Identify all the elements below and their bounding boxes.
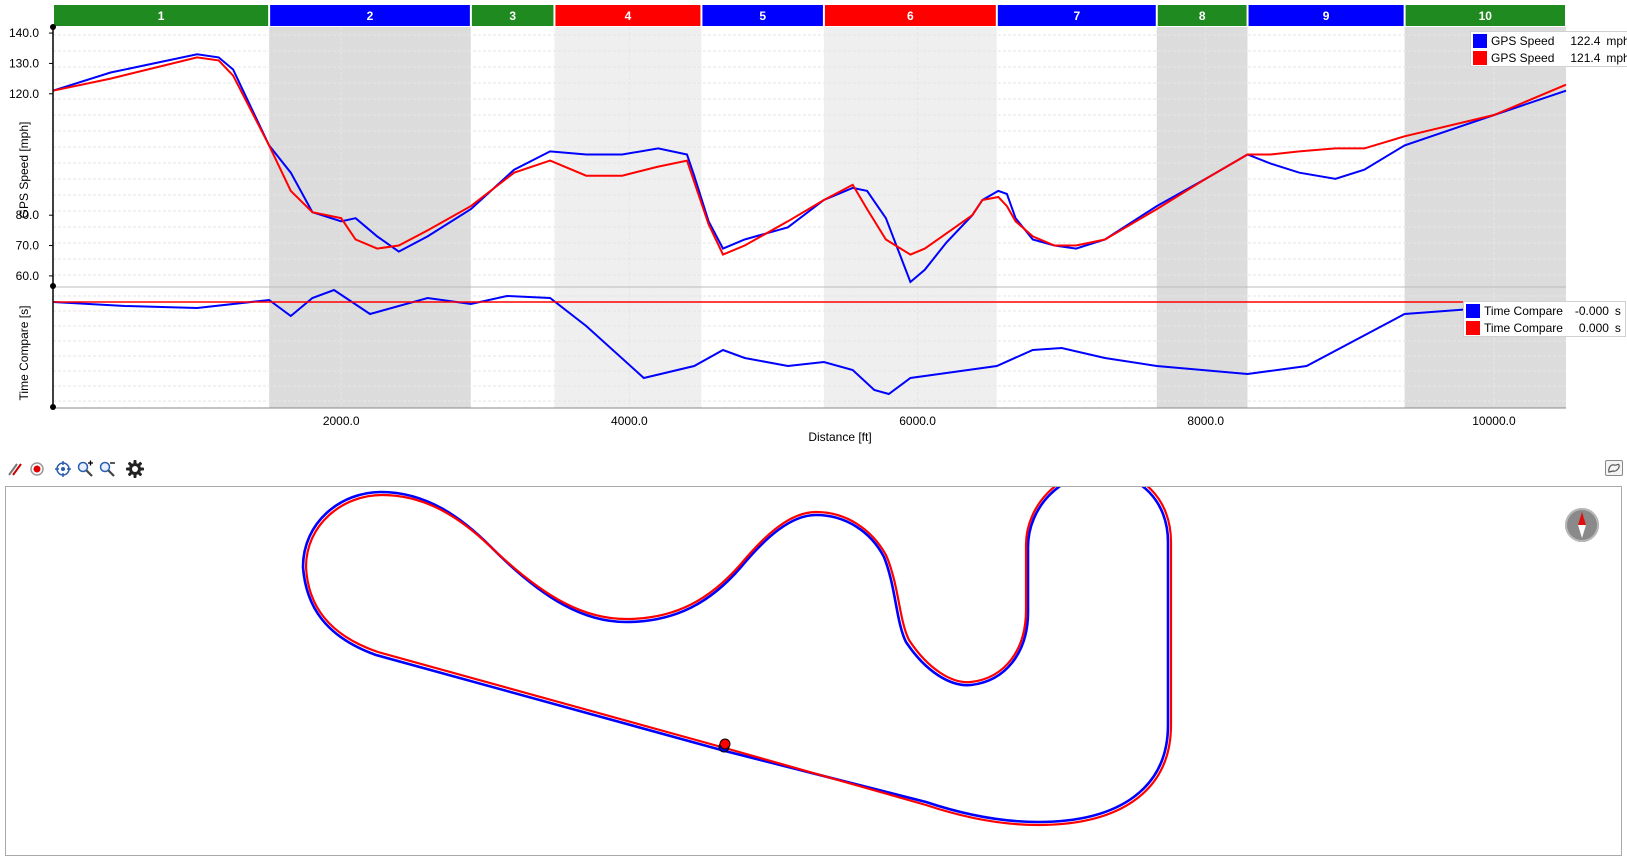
- draw-lines-icon: [8, 463, 22, 476]
- legend-series-unit: mph: [1606, 50, 1627, 65]
- segment-shade-1: [53, 27, 270, 408]
- speed-tick-label: 60.0: [16, 269, 40, 283]
- segment-10: [1405, 5, 1565, 26]
- compass-needle-icon: [1578, 512, 1586, 538]
- legend-series-unit: s: [1614, 320, 1621, 335]
- map-options-button[interactable]: [1605, 460, 1623, 476]
- segment-7: [997, 5, 1156, 26]
- zoom-out-button[interactable]: [96, 458, 118, 480]
- segment-bar: 1 2 3 4 5 6 7 8 9 10: [54, 5, 1565, 26]
- series-red-swatch: [1466, 320, 1480, 335]
- record-icon: [30, 462, 44, 476]
- distance-axis-label: Distance [ft]: [808, 430, 871, 444]
- distance-tick-label: 8000.0: [1187, 414, 1224, 428]
- map-toolbar: [0, 455, 1627, 483]
- segment-8: [1157, 5, 1247, 26]
- speed-tick-label: 70.0: [16, 239, 40, 253]
- draw-lines-button[interactable]: [4, 458, 26, 480]
- distance-tick-label: 6000.0: [899, 414, 936, 428]
- speed-plot: [52, 53, 1567, 284]
- axis-handle: [50, 404, 56, 410]
- track-map[interactable]: [6, 487, 1621, 855]
- segment-9: [1248, 5, 1404, 26]
- time-plot: [52, 288, 1567, 396]
- speed-tick-label: 80.0: [16, 208, 40, 222]
- time-axis-label: Time Compare [s]: [17, 306, 31, 401]
- segment-label-10: 10: [1479, 9, 1493, 23]
- segment-shade-10: [1404, 27, 1566, 408]
- chart-area: 1 2 3 4 5 6 7 8 9 10 140.0 130.0 120.0 80.0 70.0 60.0 2…: [9, 5, 1567, 444]
- legend-series-unit: mph: [1606, 33, 1627, 48]
- segment-shade-4: [554, 27, 702, 408]
- segment-label-7: 7: [1073, 9, 1080, 23]
- segment-label-9: 9: [1323, 9, 1330, 23]
- segment-5: [702, 5, 823, 26]
- segment-shade-3: [470, 27, 555, 408]
- speed-tick-label: 130.0: [9, 56, 39, 70]
- segment-label-5: 5: [759, 9, 766, 23]
- segment-6: [824, 5, 996, 26]
- segment-3: [471, 5, 554, 26]
- legend-series-value: 0.000: [1578, 320, 1609, 335]
- axes: 140.0 130.0 120.0 80.0 70.0 60.0 2000.0 4000.0 6…: [9, 24, 1566, 428]
- grid-lines: [53, 27, 1566, 408]
- legend-series-name: GPS Speed: [1491, 50, 1555, 65]
- track-path-red: [304, 487, 1173, 827]
- axis-handle: [50, 283, 56, 289]
- segment-label-6: 6: [907, 9, 914, 23]
- compass-icon[interactable]: [1565, 508, 1599, 542]
- segment-label-8: 8: [1199, 9, 1206, 23]
- legend-series-name: Time Compare: [1484, 320, 1563, 335]
- zoom-in-button[interactable]: [74, 458, 96, 480]
- time-series-blue: [52, 288, 1567, 396]
- segment-2: [270, 5, 470, 26]
- legend-series-value: -0.000: [1574, 303, 1609, 318]
- speed-series-red: [52, 56, 1567, 256]
- legend-series-name: Time Compare: [1484, 303, 1563, 318]
- track-path-blue: [301, 487, 1170, 824]
- speed-legend-row: GPS Speed 122.4 mph: [1471, 32, 1627, 49]
- segment-shade-5: [701, 27, 824, 408]
- time-legend-row: Time Compare -0.000 s: [1464, 302, 1625, 319]
- segment-label-2: 2: [367, 9, 374, 23]
- zoom-out-icon: [99, 461, 115, 477]
- series-blue-swatch: [1466, 303, 1480, 318]
- series-red-swatch: [1473, 50, 1487, 65]
- speed-axis-label: GPS Speed [mph]: [17, 122, 31, 219]
- center-target-button[interactable]: [52, 458, 74, 480]
- legend-series-name: GPS Speed: [1491, 33, 1555, 48]
- segment-label-4: 4: [625, 9, 632, 23]
- center-target-icon: [55, 461, 71, 477]
- segment-label-3: 3: [509, 9, 516, 23]
- legend-series-value: 122.4: [1570, 33, 1601, 48]
- settings-gear-icon: [126, 460, 144, 478]
- segment-label-1: 1: [158, 9, 165, 23]
- settings-button[interactable]: [124, 458, 146, 480]
- speed-tick-label: 120.0: [9, 87, 39, 101]
- legend-series-value: 121.4: [1570, 50, 1601, 65]
- distance-tick-label: 4000.0: [611, 414, 648, 428]
- segment-shade-9: [1247, 27, 1405, 408]
- segment-1: [54, 5, 269, 26]
- segment-shade-7: [996, 27, 1157, 408]
- segment-shade-8: [1156, 27, 1248, 408]
- map-options-icon: [1608, 463, 1620, 473]
- record-button[interactable]: [26, 458, 48, 480]
- distance-tick-label: 2000.0: [323, 414, 360, 428]
- series-blue-swatch: [1473, 33, 1487, 48]
- segment-4: [555, 5, 701, 26]
- time-legend: Time Compare -0.000 s Time Compare 0.000…: [1463, 301, 1626, 337]
- position-marker-red: [719, 738, 731, 750]
- speed-legend-row: GPS Speed 121.4 mph: [1471, 49, 1627, 66]
- axis-handle: [50, 24, 56, 30]
- segment-shade-2: [269, 27, 471, 408]
- time-legend-row: Time Compare 0.000 s: [1464, 319, 1625, 336]
- speed-tick-label: 140.0: [9, 26, 39, 40]
- segment-shading: [53, 27, 1566, 408]
- legend-series-unit: s: [1614, 303, 1621, 318]
- zoom-in-icon: [77, 460, 93, 477]
- track-map-panel[interactable]: [5, 486, 1622, 856]
- speed-legend: GPS Speed 122.4 mph GPS Speed 121.4 mph: [1470, 31, 1627, 67]
- distance-tick-label: 10000.0: [1472, 414, 1516, 428]
